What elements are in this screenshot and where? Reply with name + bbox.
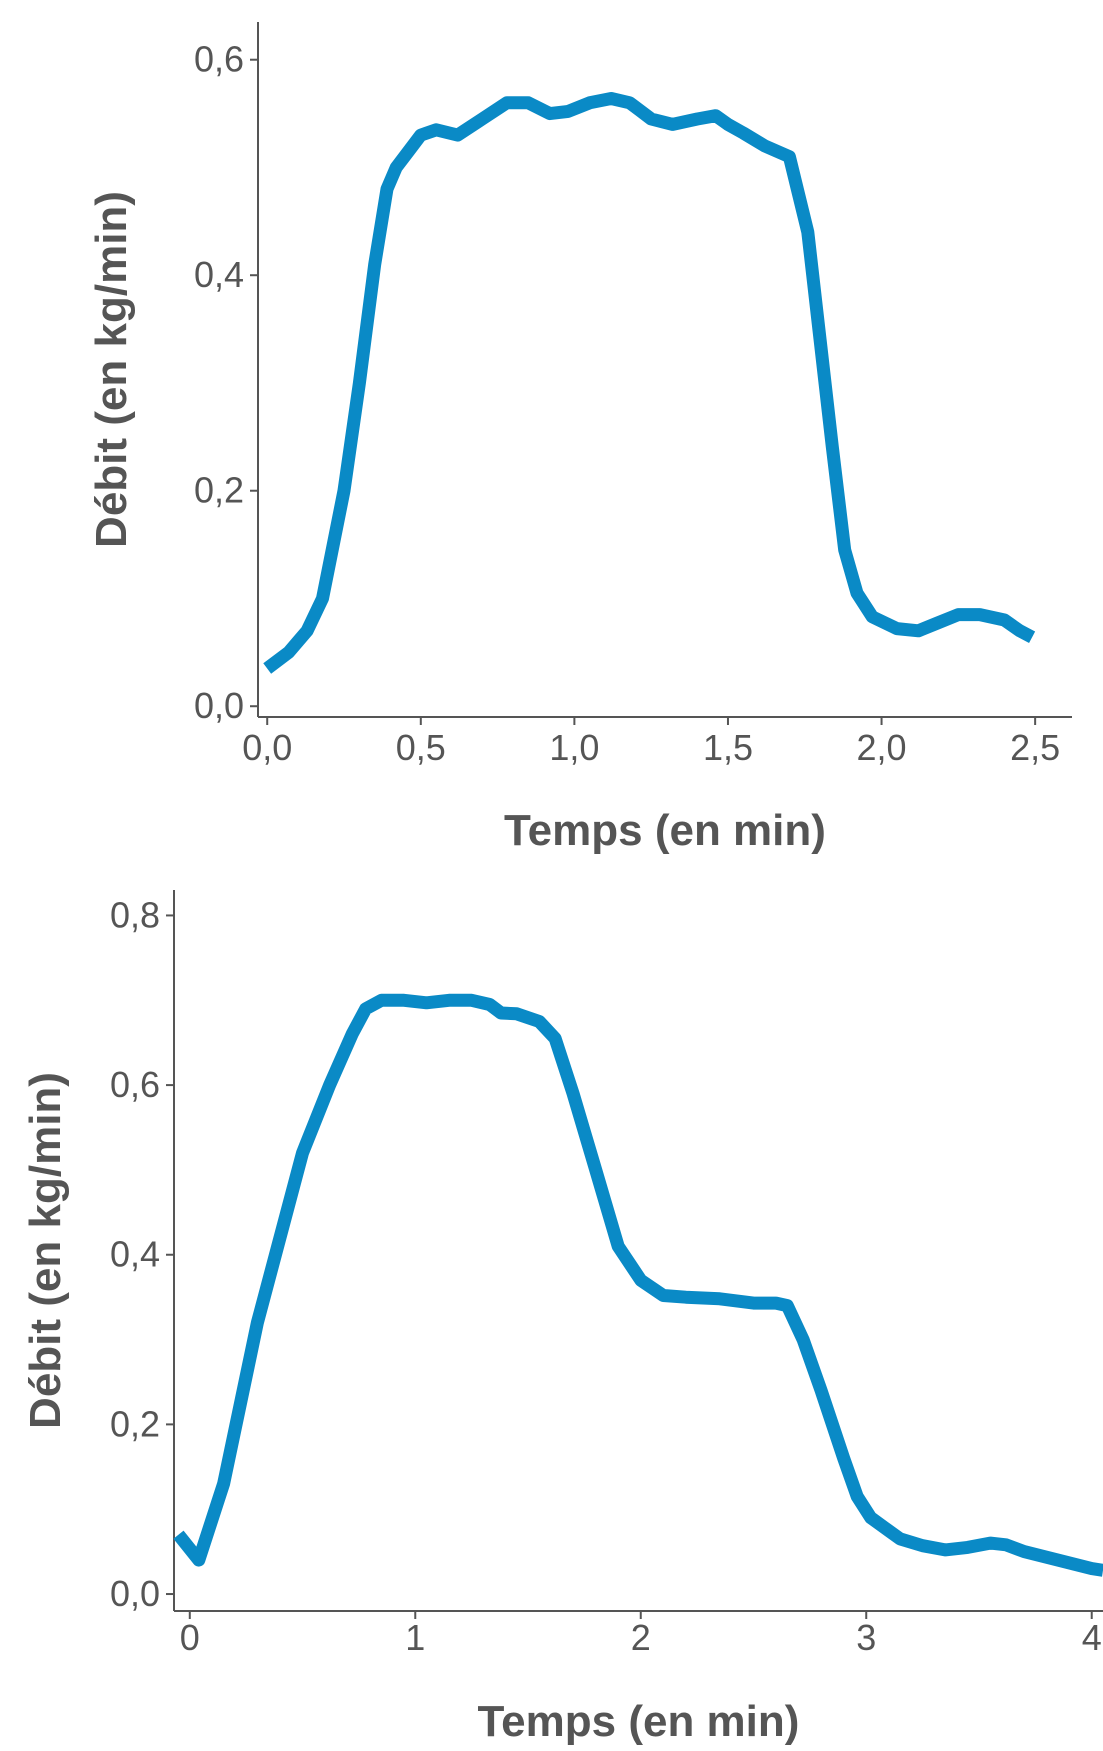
chart-top-y-tick-label: 0,4 — [194, 254, 244, 295]
chart-bottom-x-tick-label: 4 — [1082, 1617, 1102, 1658]
chart-bottom: 0,0 0,2 0,4 0,6 0,8 0 1 2 3 4 Temps (en min) Débit … — [21, 890, 1103, 1746]
chart-top-y-tick-label: 0,2 — [194, 470, 244, 511]
chart-top-y-tick-label: 0,6 — [194, 39, 244, 80]
chart-top-x-tick-label: 1,5 — [703, 727, 753, 768]
chart-top-x-axis-title: Temps (en min) — [504, 806, 826, 855]
chart-bottom-x-axis-title: Temps (en min) — [478, 1697, 800, 1746]
chart-top-x-tick-label: 2,0 — [857, 727, 907, 768]
chart-top-y-tick-label: 0,0 — [194, 685, 244, 726]
chart-bottom-x-tick-label: 1 — [405, 1617, 425, 1658]
chart-top: 0,0 0,2 0,4 0,6 0,0 0,5 1,0 1,5 2,0 2,5 Temps (en … — [87, 22, 1072, 855]
chart-top-x-tick-label: 2,5 — [1010, 727, 1060, 768]
chart-top-x-tick-label: 0,5 — [396, 727, 446, 768]
chart-top-x-tick-label: 0,0 — [242, 727, 292, 768]
chart-top-series-line — [263, 92, 1036, 674]
chart-bottom-x-tick-label: 0 — [180, 1617, 200, 1658]
chart-bottom-y-tick-label: 0,2 — [110, 1403, 160, 1444]
chart-bottom-series-line — [173, 993, 1103, 1577]
chart-bottom-y-tick-label: 0,4 — [110, 1234, 160, 1275]
chart-bottom-y-tick-label: 0,0 — [110, 1573, 160, 1614]
chart-bottom-x-tick-label: 3 — [856, 1617, 876, 1658]
chart-bottom-x-tick-label: 2 — [631, 1617, 651, 1658]
chart-top-y-axis-title: Débit (en kg/min) — [87, 191, 136, 548]
chart-bottom-y-tick-label: 0,6 — [110, 1064, 160, 1105]
chart-top-x-tick-label: 1,0 — [549, 727, 599, 768]
chart-bottom-y-axis-title: Débit (en kg/min) — [21, 1072, 70, 1429]
chart-bottom-y-tick-label: 0,8 — [110, 894, 160, 935]
